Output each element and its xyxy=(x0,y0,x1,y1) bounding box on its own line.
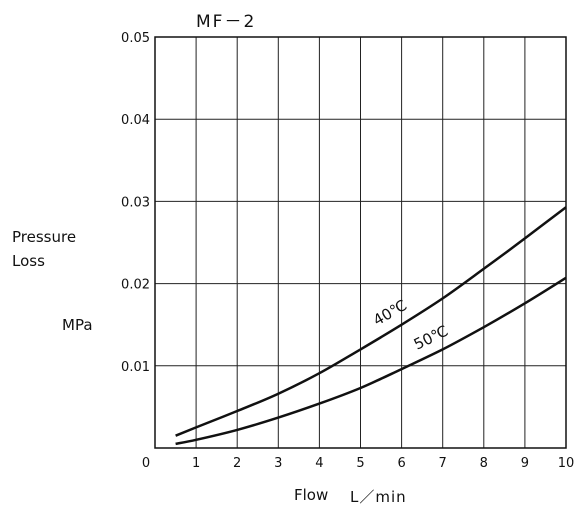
ylabel-line-1: Pressure xyxy=(12,228,76,246)
x-tick-label: 5 xyxy=(356,456,364,471)
x-tick-label: 10 xyxy=(558,456,575,471)
ylabel-line-2: Loss xyxy=(12,252,45,270)
y-tick-label: 0.01 xyxy=(121,360,150,375)
y-tick-label: 0.03 xyxy=(121,195,150,210)
y-tick-label: 0.04 xyxy=(121,113,150,128)
y-tick-label: 0.05 xyxy=(121,31,150,46)
xlabel: Flow xyxy=(294,486,328,504)
x-tick-label: 8 xyxy=(480,456,488,471)
y-unit-label: MPa xyxy=(62,316,93,334)
y-tick-label: 0.02 xyxy=(121,278,150,293)
series-line-50c xyxy=(175,276,567,446)
x-tick-label: 2 xyxy=(233,456,241,471)
x-tick-label: 7 xyxy=(439,456,447,471)
x-tick-label: 3 xyxy=(274,456,282,471)
x-tick-label: 0 xyxy=(142,456,150,471)
tick-labels: 0 1 2 3 4 5 6 7 8 9 10 0.01 0.02 0.03 0.04 0.05 xyxy=(121,31,574,471)
series-line-40c xyxy=(175,206,567,437)
x-tick-label: 9 xyxy=(521,456,529,471)
x-unit-label: L／min xyxy=(350,488,407,506)
plot-frame xyxy=(154,36,567,449)
x-tick-label: 4 xyxy=(315,456,323,471)
grid xyxy=(155,37,566,448)
x-tick-label: 1 xyxy=(192,456,200,471)
x-tick-label: 6 xyxy=(397,456,405,471)
chart-title: MF－2 xyxy=(196,12,256,32)
curves xyxy=(175,206,567,446)
